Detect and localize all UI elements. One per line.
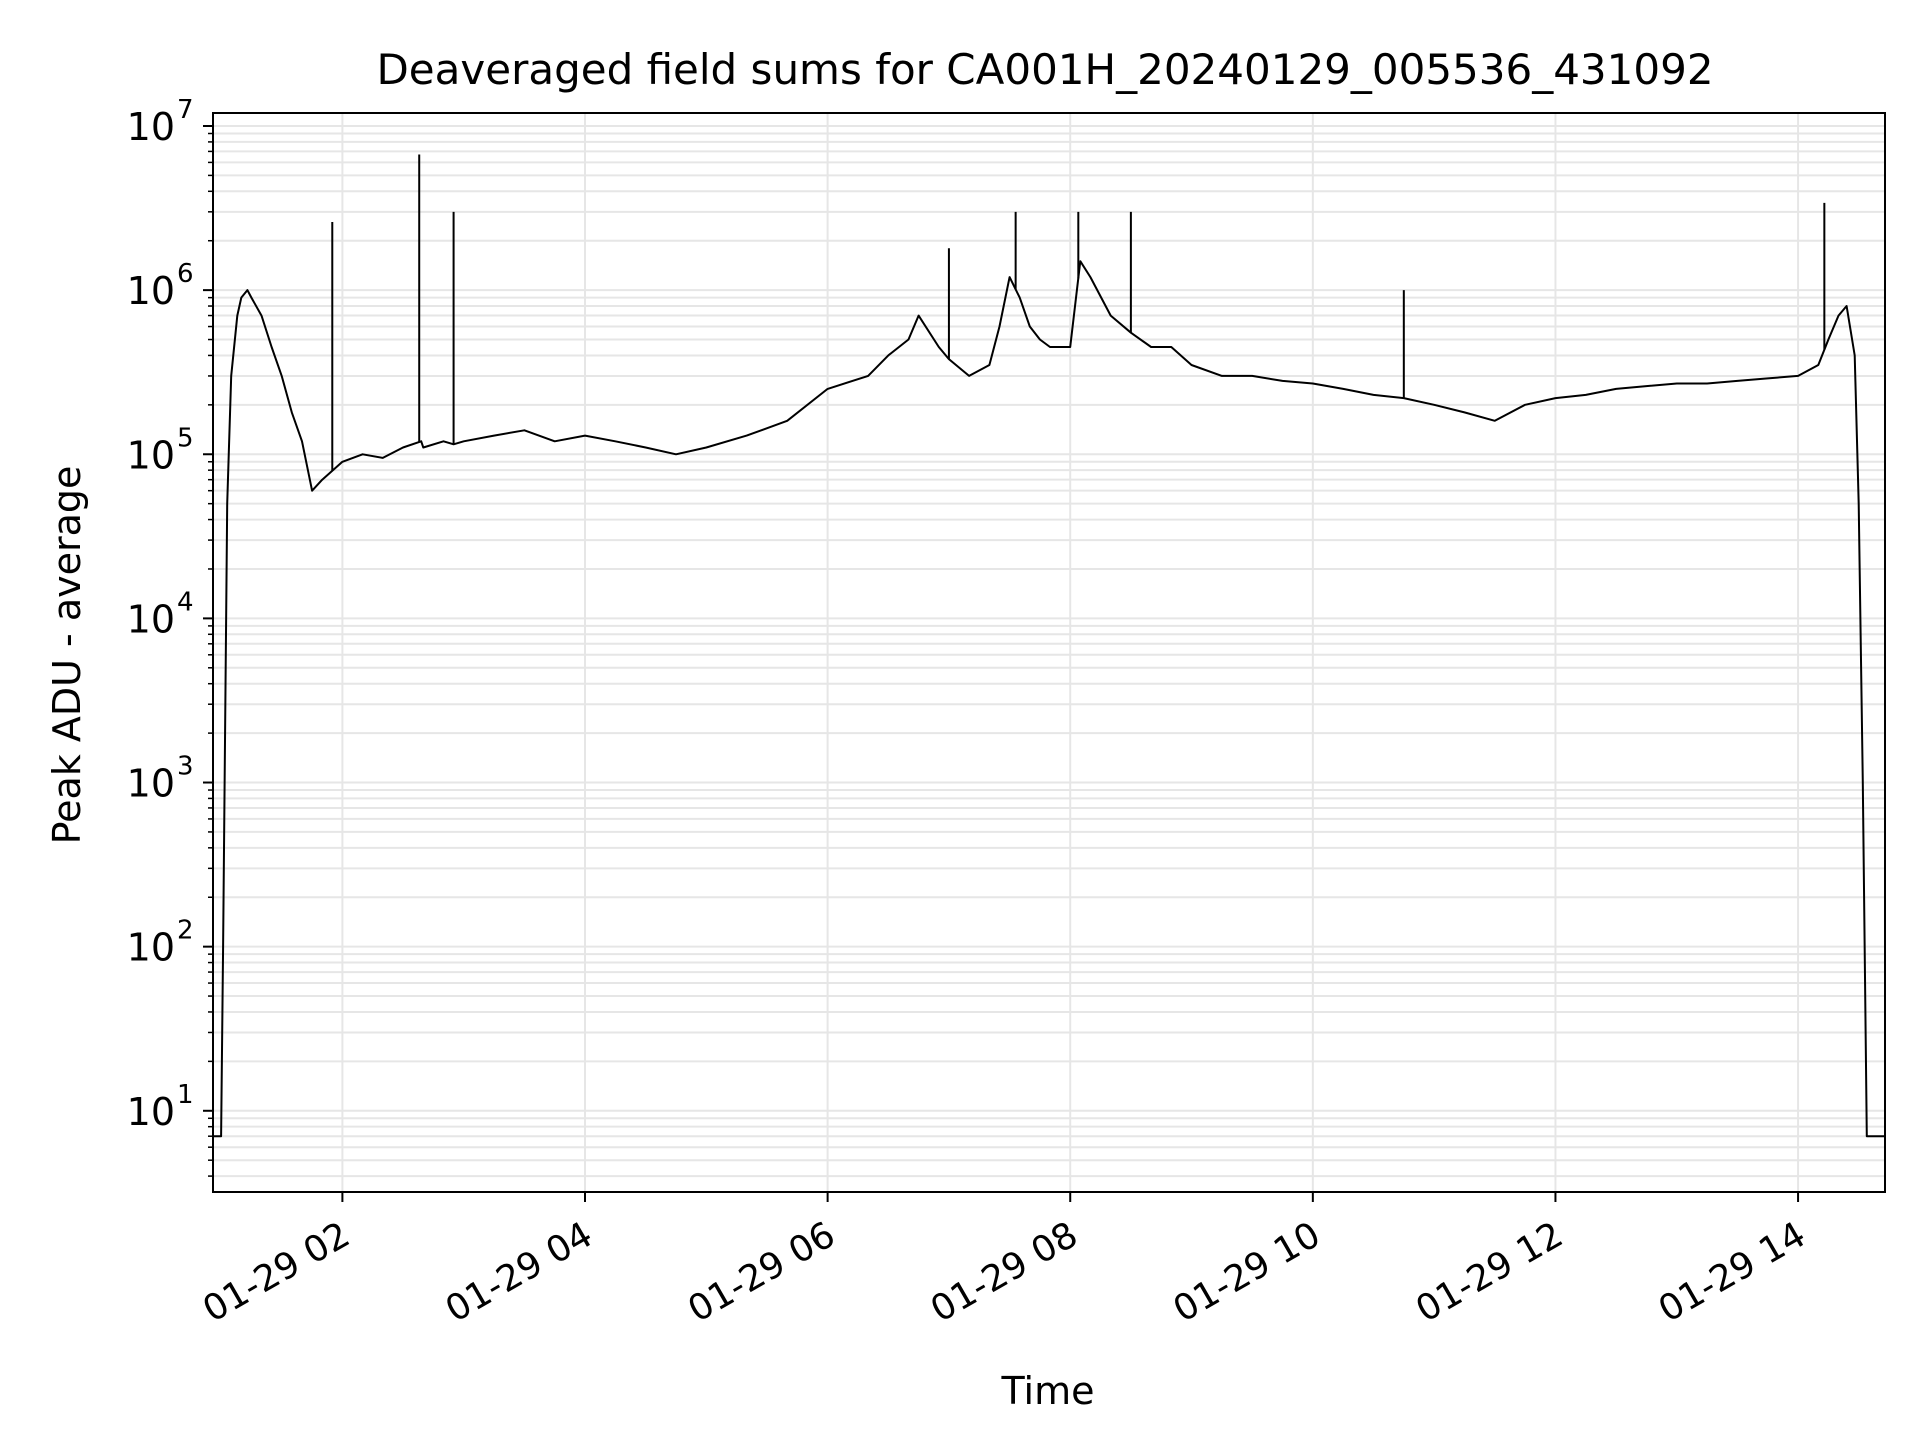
y-tick-label: 10	[127, 597, 175, 641]
y-tick-label: 10	[127, 926, 175, 970]
x-tick-label: 01-29 04	[439, 1214, 600, 1330]
x-tick-label: 01-29 10	[1167, 1214, 1328, 1330]
y-tick-exponent: 4	[177, 587, 194, 617]
data-line	[213, 260, 1885, 1138]
y-axis-label: Peak ADU - average	[45, 466, 89, 845]
y-tick-label: 10	[127, 105, 175, 149]
y-tick-exponent: 1	[177, 1080, 194, 1110]
y-tick-exponent: 2	[177, 916, 194, 946]
x-tick-label: 01-29 02	[196, 1214, 357, 1330]
y-tick-exponent: 6	[177, 259, 194, 289]
chart-title: Deaveraged field sums for CA001H_2024012…	[376, 45, 1713, 94]
plot-frame	[212, 112, 1886, 1193]
y-tick-label: 10	[127, 1090, 175, 1134]
x-tick-label: 01-29 06	[681, 1214, 842, 1330]
y-tick-label: 10	[127, 433, 175, 477]
x-axis-label: Time	[1001, 1369, 1095, 1413]
x-tick-label: 01-29 08	[924, 1214, 1085, 1330]
series-layer	[213, 154, 1885, 1138]
x-tick-label: 01-29 14	[1652, 1214, 1813, 1330]
y-tick-exponent: 7	[177, 95, 194, 125]
y-tick-label: 10	[127, 269, 175, 313]
x-tick-label: 01-29 12	[1409, 1214, 1570, 1330]
y-tick-exponent: 3	[177, 752, 194, 782]
y-tick-label: 10	[127, 762, 175, 806]
grid	[213, 113, 1885, 1192]
y-tick-exponent: 5	[177, 423, 194, 453]
